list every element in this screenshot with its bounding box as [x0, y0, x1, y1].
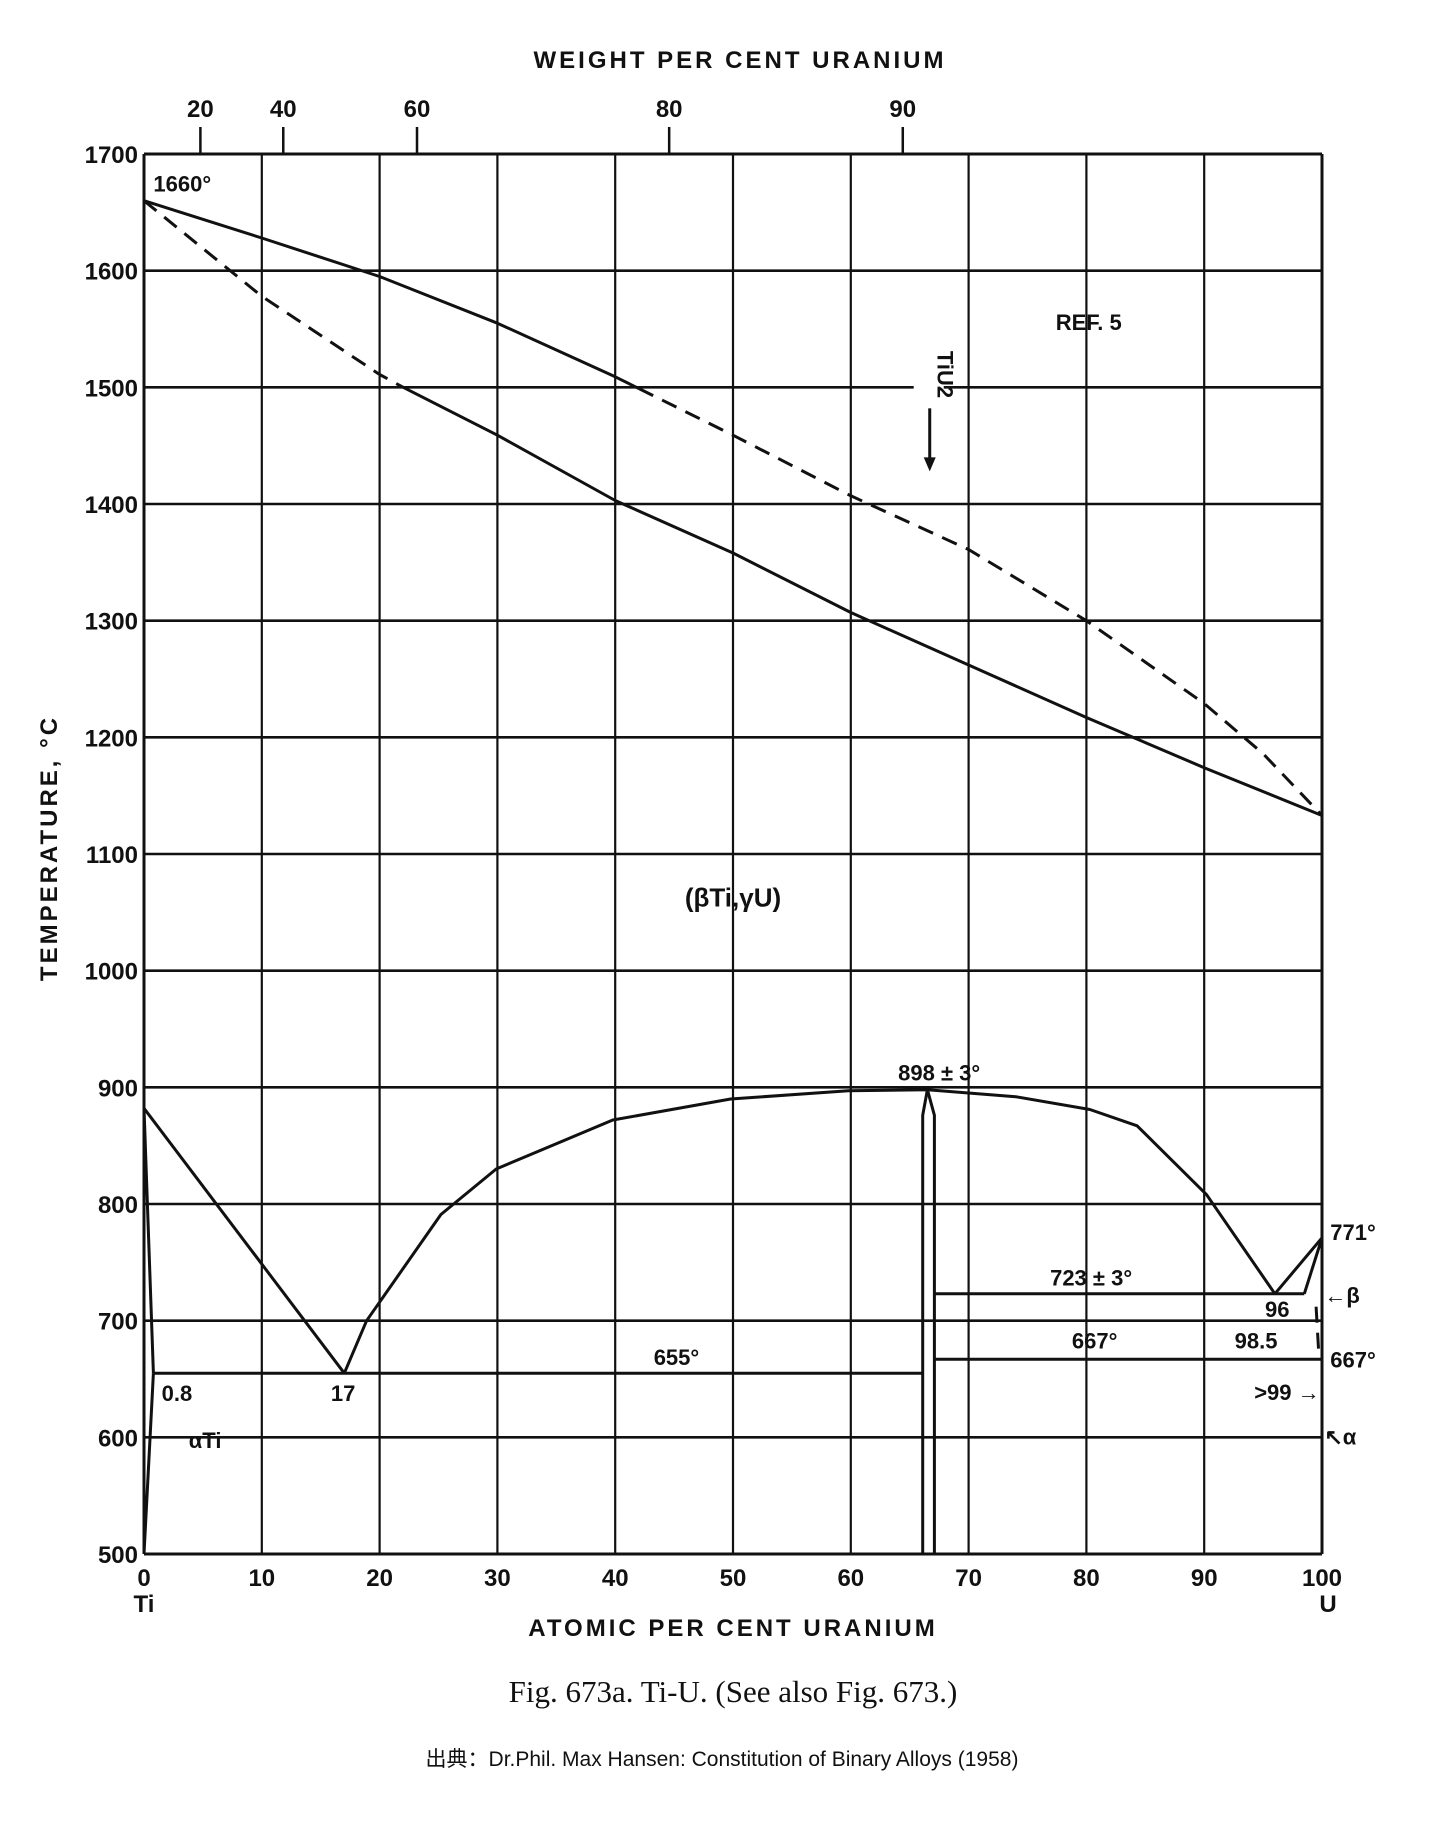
x-tick-label: 10 [248, 1565, 275, 1592]
annotation-label: 96 [1265, 1297, 1289, 1322]
y-tick-label: 900 [98, 1075, 138, 1102]
x-tick-label: 70 [955, 1565, 982, 1592]
y-tick-label: 1600 [85, 259, 138, 286]
x-tick-label: 40 [602, 1565, 629, 1592]
annotation-label: >99 → [1254, 1380, 1319, 1405]
x-tick-label: 50 [720, 1565, 747, 1592]
y-tick-label: 1100 [86, 842, 138, 869]
y-tick-label: 1200 [85, 725, 138, 752]
annotation-label: ←β [1324, 1283, 1359, 1308]
curve-beta-u-inner [1302, 1237, 1324, 1295]
y-tick-label: 1500 [85, 375, 138, 402]
y-tick-label: 500 [98, 1542, 138, 1569]
x-tick-label: 0 [137, 1565, 150, 1592]
y-tick-label: 1700 [85, 142, 138, 169]
y-tick-label: 1400 [85, 492, 138, 519]
x-tick-label: 90 [1191, 1565, 1218, 1592]
curve-beta-transus-left [142, 1107, 346, 1375]
curve-tiu2-right [925, 1089, 936, 1554]
tiu2-label: TiU2 [933, 351, 958, 398]
annotation-label: 1660° [153, 171, 211, 196]
x-tick-label: 60 [837, 1565, 864, 1592]
curve-tiu2-left [921, 1089, 929, 1554]
y-tick-label: 600 [98, 1425, 138, 1452]
source-citation: 出典：Dr.Phil. Max Hansen: Constitution of … [426, 1748, 1019, 1771]
x-end-label-u: U [1319, 1591, 1336, 1618]
curve-miscibility-gap [342, 1088, 1277, 1374]
curve-liquidus-solid [143, 199, 640, 390]
top-axis-title: WEIGHT PER CENT URANIUM [534, 47, 947, 74]
x-tick-label: 30 [484, 1565, 511, 1592]
y-tick-label: 1300 [85, 609, 138, 636]
curve-alpha-ti-solvus-upper [142, 1108, 155, 1374]
x-tick-label: 20 [366, 1565, 393, 1592]
annotation-label: REF. 5 [1056, 310, 1122, 335]
tiu2-label-bg [913, 334, 944, 405]
annotation-label: 667° [1072, 1329, 1118, 1354]
curve-beta-u-right [1273, 1236, 1324, 1295]
curve-solidus-solid [402, 385, 1323, 817]
annotation-label: 898 ± 3° [898, 1060, 980, 1085]
curve-alpha-ti-solvus-lower [142, 1373, 155, 1555]
tiu2-arrow-head [923, 457, 936, 472]
annotation-label: 655° [654, 1345, 700, 1370]
y-tick-label: 700 [98, 1309, 138, 1336]
x-tick-label: 100 [1302, 1565, 1342, 1592]
figure-caption: Fig. 673a. Ti-U. (See also Fig. 673.) [509, 1674, 958, 1709]
top-tick-label: 80 [656, 96, 683, 123]
annotation-label: ↖α [1324, 1424, 1356, 1449]
top-tick-label: 20 [187, 96, 214, 123]
annotation-label: (βTi,γU) [685, 883, 781, 913]
bottom-axis-title: ATOMIC PER CENT URANIUM [528, 1615, 937, 1642]
annotation-label: 0.8 [162, 1381, 193, 1406]
annotation-label: 771° [1330, 1220, 1376, 1245]
x-tick-label: 80 [1073, 1565, 1100, 1592]
x-end-label-ti: Ti [134, 1591, 155, 1618]
annotation-label: αTi [189, 1428, 222, 1453]
annotation-label: 667° [1330, 1347, 1376, 1372]
top-tick-label: 90 [889, 96, 916, 123]
annotation-label: 17 [331, 1381, 355, 1406]
top-tick-label: 40 [270, 96, 297, 123]
curve-solidus-dashed [143, 199, 404, 389]
y-axis-title: TEMPERATURE, °C [36, 715, 63, 981]
curve-beta-u-lower [1314, 1306, 1320, 1349]
y-tick-label: 800 [98, 1192, 138, 1219]
annotation-label: 723 ± 3° [1050, 1266, 1132, 1291]
y-tick-label: 1000 [85, 959, 138, 986]
annotation-label: 98.5 [1235, 1329, 1278, 1354]
top-tick-label: 60 [404, 96, 431, 123]
curve-liquidus-dashed [638, 387, 1324, 817]
